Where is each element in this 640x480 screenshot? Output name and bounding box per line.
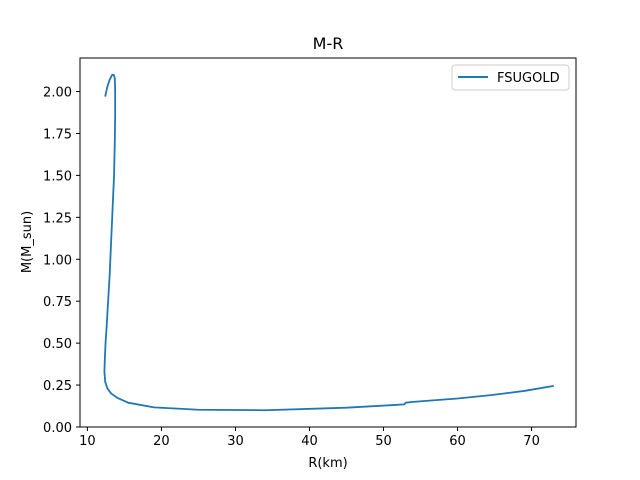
y-tick-label: 1.50	[43, 169, 72, 184]
plot-frame	[79, 57, 577, 428]
x-tick-label: 20	[153, 434, 170, 449]
x-tick-label: 60	[449, 434, 466, 449]
y-axis: 0.00 0.25 0.50 0.75 1.00 1.25 1.50 1.75 2.00	[43, 86, 80, 436]
y-tick-label: 0.75	[43, 295, 72, 310]
y-axis-label: M(M_sun)	[20, 211, 35, 273]
x-tick-label: 70	[523, 434, 540, 449]
y-tick-label: 1.00	[43, 253, 72, 268]
y-tick-label: 1.25	[43, 211, 72, 226]
legend: FSUGOLD	[451, 64, 570, 91]
legend-box	[451, 64, 570, 91]
y-tick-label: 0.00	[43, 421, 72, 436]
legend-label-fsugold: FSUGOLD	[497, 71, 560, 86]
x-tick-label: 10	[79, 434, 96, 449]
x-tick-label: 30	[227, 434, 244, 449]
plot-area	[103, 73, 554, 412]
x-axis: 10 20 30 40 50 60 70	[79, 427, 540, 449]
y-tick-label: 0.50	[43, 337, 72, 352]
series-line-fsugold	[103, 73, 554, 412]
y-tick-label: 0.25	[43, 379, 72, 394]
chart-title: M-R	[313, 34, 344, 53]
x-axis-label: R(km)	[308, 456, 347, 471]
x-tick-label: 50	[375, 434, 392, 449]
y-tick-label: 1.75	[43, 127, 72, 142]
x-tick-label: 40	[301, 434, 318, 449]
y-tick-label: 2.00	[43, 86, 72, 101]
